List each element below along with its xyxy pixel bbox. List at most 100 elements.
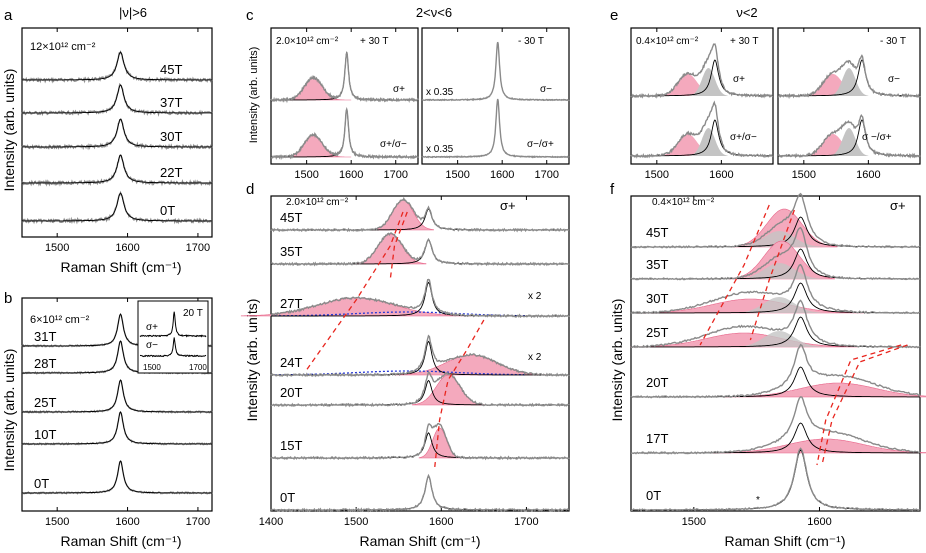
label-f-20T: 20T — [646, 375, 668, 390]
ylabel-f: Intensity (arb. units) — [609, 299, 625, 422]
fit-a-0T — [22, 192, 212, 222]
inset-b-tick-1700: 1700 — [189, 363, 207, 372]
panel-letter-c: c — [246, 7, 254, 24]
f-grey-45T — [731, 231, 826, 247]
frame-a-tick-label: 1500 — [45, 242, 69, 254]
d-pink-45T — [372, 199, 434, 231]
c-left-pink-top — [275, 77, 352, 101]
group-title-c: 2<ν<6 — [416, 5, 452, 20]
label-b-10T: 10T — [34, 427, 56, 442]
e-left-trace-1: σ+/σ− — [730, 132, 757, 143]
frame-d — [270, 195, 570, 512]
f-red-guide-2 — [816, 344, 902, 466]
e-left-grey-bot — [689, 128, 728, 156]
density-f: 0.4×10¹² cm⁻² — [652, 197, 715, 208]
field-e-left: + 30 T — [730, 36, 758, 47]
label-f-17T: 17T — [646, 431, 668, 446]
frame-e-right-tick-label: 1500 — [792, 169, 816, 181]
c-right-trace-1: σ−/σ+ — [527, 139, 554, 150]
f-raw-25T — [631, 299, 921, 349]
fit-b-10T — [22, 411, 212, 445]
inset-b-field: 20 T — [183, 308, 203, 319]
d-raw-35T — [270, 232, 570, 267]
d-raw-0T — [270, 473, 570, 513]
label-d-35T: 35T — [280, 244, 302, 259]
panel-letter-d: d — [246, 181, 254, 198]
f-pink-45T — [731, 208, 838, 248]
frame-c-left-tick-label: 1500 — [294, 169, 318, 181]
density-c: 2.0×10¹² cm⁻² — [276, 36, 339, 47]
xlabel-b: Raman Shift (cm⁻¹) — [61, 533, 182, 549]
e-left-trace-0: σ+ — [733, 74, 745, 85]
f-raw-20T — [630, 343, 921, 399]
c-left-raw-bot — [270, 106, 419, 161]
e-right-raw-top — [777, 54, 921, 100]
fit-a-37T — [22, 84, 212, 114]
trace-a-37T — [21, 82, 213, 117]
xlabel-a: Raman Shift (cm⁻¹) — [61, 259, 182, 275]
f-raw-30T — [630, 263, 921, 315]
label-d-0T: 0T — [280, 490, 295, 505]
f-grey-25T — [731, 331, 826, 347]
d-fit-15T — [271, 432, 569, 459]
e-right-trace-1: σ −/σ+ — [862, 132, 892, 143]
e-left-raw-top — [630, 43, 774, 99]
f-grey-30T — [731, 297, 826, 313]
frame-b-tick-label: 1700 — [186, 516, 210, 528]
panel-letter-b: b — [4, 290, 12, 307]
d-red-guide-1 — [389, 211, 408, 281]
inset-b-label-plus: σ+ — [146, 322, 158, 333]
label-d-24T: 24T — [280, 355, 302, 370]
frame-e-left-tick-label: 1600 — [709, 169, 733, 181]
f-fit-0T — [631, 449, 920, 511]
label-f-0T: 0T — [646, 488, 661, 503]
f-raw-0T — [631, 447, 921, 512]
group-title-e: ν<2 — [736, 5, 757, 20]
density-d: 2.0×10¹² cm⁻² — [286, 197, 349, 208]
ylabel-d: Intensity (arb. units) — [244, 299, 260, 422]
panel-letter-e: e — [610, 7, 618, 24]
d-raw-27T — [271, 278, 570, 319]
frame-e-left-tick-label: 1500 — [645, 169, 669, 181]
f-raw-17T — [630, 396, 921, 455]
e-right-grey-bot — [829, 128, 869, 156]
label-b-28T: 28T — [34, 356, 56, 371]
f-grey-35T — [731, 263, 826, 279]
f-pink-17T — [712, 438, 926, 454]
density-a: 12×10¹² cm⁻² — [30, 41, 96, 53]
e-left-grey-top — [689, 68, 728, 96]
d-raw-20T — [270, 370, 570, 408]
f-pink-20T — [724, 382, 926, 398]
d-red-guide-0 — [304, 211, 404, 373]
label-a-37T: 37T — [160, 95, 182, 110]
inset-b-frame — [137, 300, 209, 374]
panel-letter-a: a — [4, 7, 13, 24]
frame-b-tick-label: 1600 — [115, 516, 139, 528]
f-red-guide-3 — [821, 344, 908, 466]
frame-c-left-tick-label: 1700 — [383, 169, 407, 181]
frame-c-right-tick-label: 1600 — [490, 169, 514, 181]
frame-f-tick-label: 1500 — [682, 516, 706, 528]
d-scale-0: x 2 — [528, 291, 542, 302]
label-f-35T: 35T — [646, 257, 668, 272]
frame-c-right — [421, 27, 570, 165]
d-fit-0T — [271, 475, 569, 511]
f-red-guide-1 — [749, 209, 795, 341]
c-right-raw-bot — [421, 98, 570, 159]
label-b-0T: 0T — [34, 476, 49, 491]
density-e: 0.4×10¹² cm⁻² — [636, 36, 699, 47]
frame-a-tick-label: 1600 — [115, 242, 139, 254]
e-right-raw-bot — [777, 113, 921, 159]
panel-letter-f: f — [610, 181, 615, 198]
fit-a-45T — [22, 51, 212, 81]
frame-c-left-tick-label: 1600 — [339, 169, 363, 181]
frame-c-left — [270, 27, 419, 165]
c-right-trace-0: σ− — [540, 84, 552, 95]
polarization-d: σ+ — [500, 198, 516, 213]
xlabel-d: Raman Shift (cm⁻¹) — [360, 533, 481, 549]
frame-d-tick-label: 1600 — [429, 516, 453, 528]
d-raw-24T — [270, 334, 570, 378]
label-a-22T: 22T — [160, 165, 182, 180]
label-d-45T: 45T — [280, 210, 302, 225]
